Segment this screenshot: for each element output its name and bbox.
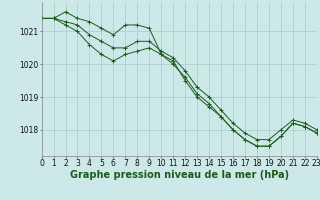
X-axis label: Graphe pression niveau de la mer (hPa): Graphe pression niveau de la mer (hPa) — [70, 170, 289, 180]
